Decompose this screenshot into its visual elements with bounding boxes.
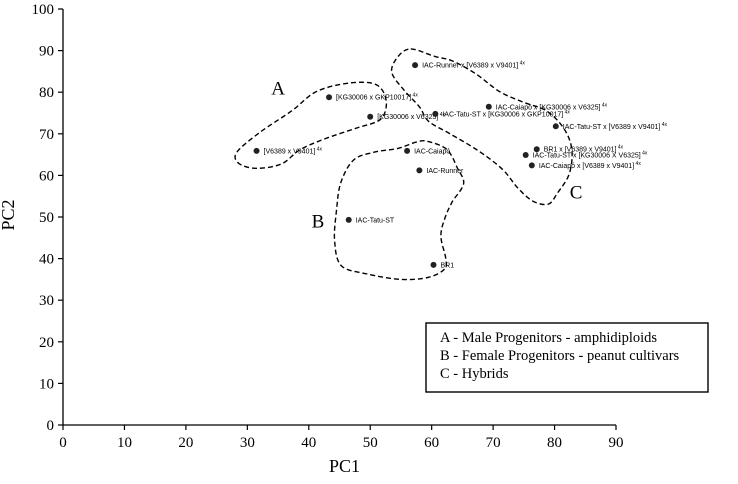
- data-point: [528, 162, 535, 169]
- data-point: [485, 103, 492, 110]
- x-tick-label: 30: [240, 435, 255, 451]
- cluster-outline-a: [234, 81, 388, 170]
- data-point: [253, 147, 260, 154]
- data-point: [416, 167, 423, 174]
- cluster-outlines: [234, 48, 573, 281]
- data-point-label: IAC-Caiapó x [KG30006 x V6325] 4x: [496, 102, 608, 111]
- data-point-label: IAC-Runner x [V6389 x V9401] 4x: [422, 61, 525, 70]
- data-point-label: IAC-Caiapó x [V6389 x V9401] 4x: [539, 161, 642, 170]
- legend-entry: B - Female Progenitors - peanut cultivar…: [440, 348, 680, 364]
- y-tick-label: 20: [39, 335, 54, 351]
- cluster-outline-b: [333, 139, 465, 281]
- data-point: [533, 146, 540, 153]
- data-point: [326, 94, 333, 101]
- y-tick-label: 70: [39, 127, 54, 143]
- x-tick-label: 20: [178, 435, 193, 451]
- cluster-outline-c: [390, 48, 573, 206]
- data-point-label: IAC-Tatu-ST x [V6389 x V9401] 4x: [563, 122, 668, 131]
- x-tick-label: 40: [301, 435, 316, 451]
- legend-entry: C - Hybrids: [440, 366, 509, 382]
- data-point: [412, 62, 419, 69]
- x-tick-label: 50: [363, 435, 378, 451]
- x-tick-label: 70: [486, 435, 501, 451]
- data-point: [552, 123, 559, 130]
- y-tick-label: 50: [39, 210, 54, 226]
- x-axis-title: PC1: [329, 456, 360, 476]
- legend: A - Male Progenitors - amphidiploids B - …: [425, 322, 709, 393]
- y-tick-label: 40: [39, 252, 54, 268]
- legend-box: [425, 322, 709, 393]
- axis-ticks: 0 10 20 30 40 50 60 70 80 90 0 10 20 30 40 50 60 70 80 90 10…: [32, 2, 624, 451]
- y-tick-label: 100: [32, 2, 55, 18]
- cluster-labels: A B C: [271, 78, 582, 232]
- data-point-label: [KG30006 x GKP10017] 4x: [336, 93, 418, 102]
- data-point: [345, 216, 352, 223]
- data-point-label: IAC-Tatu-ST: [356, 217, 395, 224]
- data-point: [404, 147, 411, 154]
- data-point-label: IAC-Tatu-ST x [KG30006 x GKP10017] 4x: [442, 109, 570, 118]
- x-tick-label: 60: [424, 435, 439, 451]
- x-tick-label: 90: [609, 435, 624, 451]
- data-point-label: BR1: [441, 262, 455, 269]
- data-point: [430, 261, 437, 268]
- data-point: [367, 113, 374, 120]
- data-point-label: IAC-Caiapó: [414, 148, 450, 155]
- x-tick-label: 80: [547, 435, 562, 451]
- y-axis-title: PC2: [0, 199, 18, 230]
- y-tick-label: 0: [47, 418, 55, 434]
- data-point: [522, 152, 529, 159]
- legend-entry: A - Male Progenitors - amphidiploids: [440, 330, 657, 346]
- data-point-label: [V6389 x V9401] 4x: [264, 146, 323, 155]
- x-tick-label: 0: [59, 435, 67, 451]
- y-tick-label: 90: [39, 44, 54, 60]
- data-point: [432, 110, 439, 117]
- cluster-label-c: C: [570, 182, 583, 203]
- y-tick-label: 30: [39, 293, 54, 309]
- data-point-label: IAC-Runner: [426, 168, 464, 175]
- y-tick-label: 80: [39, 85, 54, 101]
- cluster-label-a: A: [271, 78, 285, 99]
- y-tick-label: 10: [39, 376, 54, 392]
- data-points: IAC-Runner x [V6389 x V9401] 4x [KG30006 …: [253, 61, 668, 269]
- data-point-label: IAC-Tatu-ST x [KG30006 X V6325] 4x: [533, 151, 648, 160]
- cluster-label-b: B: [312, 211, 325, 232]
- data-point-label: BR1 x [V6389 x V9401] 4x: [544, 145, 624, 154]
- data-point-label: [KG30006 x V6325] 4x: [377, 112, 445, 121]
- x-tick-label: 10: [117, 435, 132, 451]
- y-tick-label: 60: [39, 168, 54, 184]
